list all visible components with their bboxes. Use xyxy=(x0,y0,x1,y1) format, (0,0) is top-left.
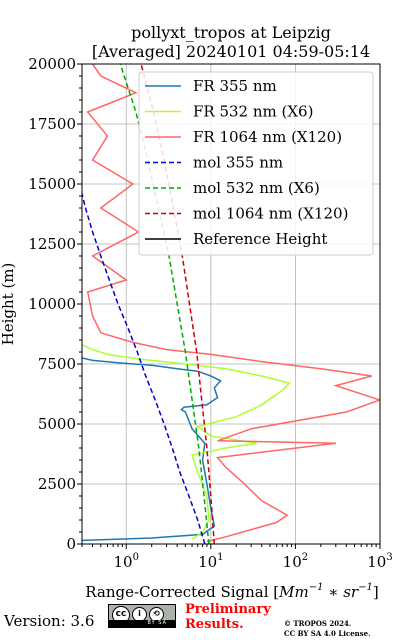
chart: pollyxt_tropos at Leipzig [Averaged] 202… xyxy=(0,23,393,601)
version-label: Version: 3.6 xyxy=(4,612,95,630)
y-tick-label: 5000 xyxy=(38,415,76,433)
x-axis-label-suffix: ] xyxy=(373,583,379,601)
legend-label-0: FR 355 nm xyxy=(193,77,277,95)
copyright-line-1: © TROPOS 2024. xyxy=(284,619,352,628)
copyright-notice: © TROPOS 2024. CC BY SA 4.0 License. xyxy=(284,619,371,639)
x-axis-label-unit: Mm xyxy=(278,583,309,601)
series-line-2 xyxy=(86,64,380,543)
cc-badge-caption: BY SA xyxy=(109,620,175,627)
y-tick-label: 20000 xyxy=(28,55,76,73)
legend-label-4: mol 532 nm (X6) xyxy=(193,179,320,197)
y-tick-label: 12500 xyxy=(28,235,76,253)
x-axis-label-prefix: Range-Corrected Signal [ xyxy=(85,583,279,601)
legend: FR 355 nm FR 532 nm (X6) FR 1064 nm (X120)… xyxy=(138,71,374,256)
y-tick-label: 7500 xyxy=(38,355,76,373)
copyright-line-2: CC BY SA 4.0 License. xyxy=(284,629,371,638)
legend-label-1: FR 532 nm (X6) xyxy=(193,103,313,121)
x-axis-label-exp2: −1 xyxy=(358,582,373,593)
x-axis-label-mid: ∗ sr xyxy=(324,583,359,601)
chart-title-line-1: pollyxt_tropos at Leipzig xyxy=(131,23,331,42)
plot-series xyxy=(82,64,380,544)
y-tick-label: 2500 xyxy=(38,475,76,493)
y-tick-label: 17500 xyxy=(28,115,76,133)
axis-ticks: 0 2500 5000 7500 10000 12500 15000 17500 20000 10… xyxy=(28,55,392,571)
legend-label-2: FR 1064 nm (X120) xyxy=(193,128,342,146)
x-tick-label: 103 xyxy=(367,552,392,571)
series-line-4 xyxy=(119,64,210,544)
y-axis-label: Height (m) xyxy=(0,263,17,346)
chart-title-line-2: [Averaged] 20240101 04:59-05:14 xyxy=(92,42,370,61)
x-tick-label: 100 xyxy=(113,552,138,571)
x-axis-label-exp1: −1 xyxy=(309,582,324,593)
preliminary-line-2: Results. xyxy=(185,617,244,632)
y-tick-label: 10000 xyxy=(28,295,76,313)
cc-license-badge: cc i ⟲ BY SA xyxy=(108,604,176,628)
y-tick-label: 0 xyxy=(66,535,76,553)
legend-label-3: mol 355 nm xyxy=(193,154,283,172)
y-tick-label: 15000 xyxy=(28,175,76,193)
legend-label-5: mol 1064 nm (X120) xyxy=(193,205,348,223)
legend-box xyxy=(138,71,374,256)
preliminary-notice: Preliminary Results. xyxy=(185,602,271,632)
legend-label-6: Reference Height xyxy=(193,230,327,248)
x-tick-label: 102 xyxy=(283,552,308,571)
preliminary-line-1: Preliminary xyxy=(185,602,271,617)
x-tick-label: 101 xyxy=(198,552,223,571)
x-axis-label: Range-Corrected Signal [Mm−1 ∗ sr−1] xyxy=(85,582,378,601)
